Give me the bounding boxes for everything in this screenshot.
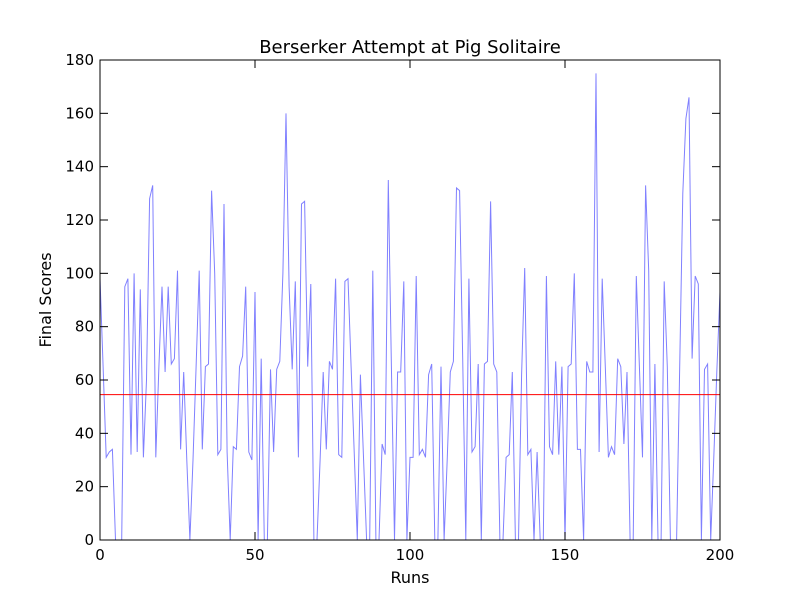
y-tick-label: 0	[84, 531, 94, 549]
x-tick-label: 0	[95, 546, 105, 564]
y-axis-label: Final Scores	[36, 252, 55, 347]
x-tick-label: 150	[551, 546, 580, 564]
x-tick-label: 200	[706, 546, 735, 564]
y-tick-label: 100	[65, 264, 94, 282]
x-axis-label: Runs	[390, 568, 429, 587]
y-tick-label: 140	[65, 158, 94, 176]
chart-title: Berserker Attempt at Pig Solitaire	[259, 37, 561, 58]
y-tick-label: 120	[65, 211, 94, 229]
x-tick-label: 50	[245, 546, 264, 564]
y-tick-label: 160	[65, 104, 94, 122]
y-tick-label: 180	[65, 51, 94, 69]
y-tick-label: 60	[75, 371, 94, 389]
data-line	[99, 73, 721, 541]
y-tick-label: 80	[75, 318, 94, 336]
y-tick-label: 20	[75, 478, 94, 496]
x-tick-label: 100	[396, 546, 425, 564]
y-tick-label: 40	[75, 424, 94, 442]
